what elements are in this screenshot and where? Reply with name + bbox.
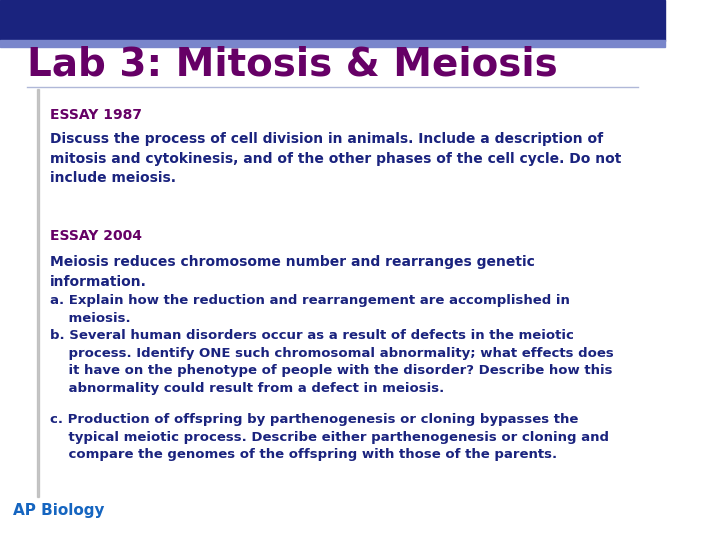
Text: Lab 3: Mitosis & Meiosis: Lab 3: Mitosis & Meiosis: [27, 46, 557, 84]
Text: b. Several human disorders occur as a result of defects in the meiotic
    proce: b. Several human disorders occur as a re…: [50, 329, 613, 395]
Text: ESSAY 1987: ESSAY 1987: [50, 108, 142, 122]
Bar: [37, 89, 39, 497]
Text: Meiosis reduces chromosome number and rearranges genetic
information.: Meiosis reduces chromosome number and re…: [50, 255, 535, 289]
Text: c. Production of offspring by parthenogenesis or cloning bypasses the
    typica: c. Production of offspring by parthenoge…: [50, 413, 609, 461]
Text: Discuss the process of cell division in animals. Include a description of
mitosi: Discuss the process of cell division in …: [50, 132, 621, 185]
Bar: [0, 40, 665, 47]
Text: a. Explain how the reduction and rearrangement are accomplished in
    meiosis.: a. Explain how the reduction and rearran…: [50, 294, 570, 325]
Bar: [0, 0, 665, 40]
Text: ESSAY 2004: ESSAY 2004: [50, 230, 142, 244]
Text: AP Biology: AP Biology: [13, 503, 105, 518]
